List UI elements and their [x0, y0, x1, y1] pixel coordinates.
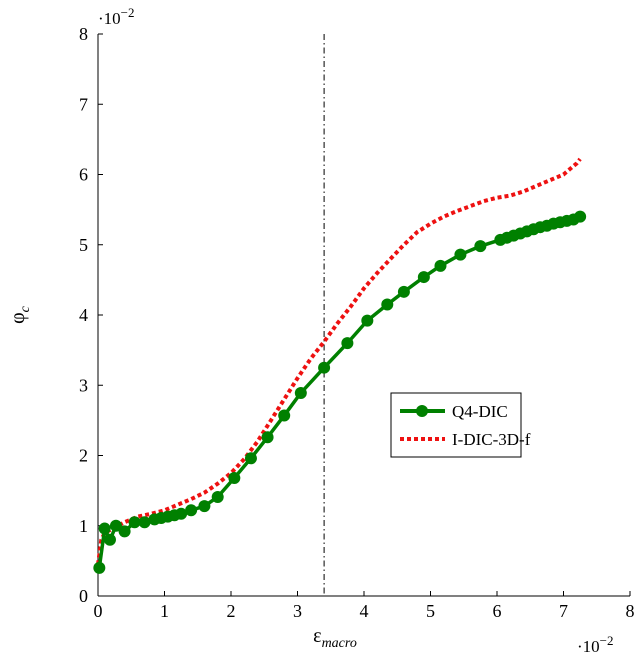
data-point-q4-dic: [574, 210, 587, 223]
data-point-q4-dic: [211, 490, 224, 503]
series-line-i-dic-3d-f: [96, 157, 582, 565]
data-point-q4-dic: [381, 298, 394, 311]
data-point-q4-dic: [118, 525, 131, 538]
data-point-q4-dic: [244, 452, 257, 465]
ticks: 0 1 2 3 4 5 6 7 8 0 1 2 3 4 5 6 7 8: [79, 24, 635, 621]
data-point-q4-dic: [261, 431, 274, 444]
y-tick-label: 4: [79, 305, 88, 325]
data-point-q4-dic: [175, 507, 188, 520]
x-tick-label: 6: [493, 601, 502, 621]
y-tick-label: 1: [79, 516, 88, 536]
x-tick-label: 0: [94, 601, 103, 621]
data-point-q4-dic: [228, 471, 241, 484]
data-point-q4-dic: [361, 314, 374, 327]
y-tick-label: 5: [79, 235, 88, 255]
data-point-q4-dic: [278, 409, 291, 422]
x-scale-label: ·10−2: [577, 633, 614, 656]
data-point-q4-dic: [318, 361, 331, 374]
data-point-q4-dic: [397, 285, 410, 298]
data-point-q4-dic: [109, 519, 122, 532]
data-point-q4-dic: [198, 500, 211, 513]
data-point-q4-dic: [454, 248, 467, 261]
y-scale-label: ·10−2: [98, 5, 135, 28]
data-point-q4-dic: [341, 337, 354, 350]
series-layer: [93, 157, 587, 574]
data-point-q4-dic: [294, 386, 307, 399]
x-tick-label: 8: [626, 601, 635, 621]
y-tick-label: 2: [79, 446, 88, 466]
x-axis-label: εmacro: [313, 625, 357, 651]
x-tick-label: 1: [160, 601, 169, 621]
x-tick-label: 2: [227, 601, 236, 621]
x-tick-label: 4: [360, 601, 369, 621]
x-tick-label: 7: [559, 601, 568, 621]
legend-label-i-dic-3d-f: I-DIC-3D-f: [452, 430, 531, 449]
data-point-q4-dic: [138, 516, 151, 529]
legend-marker-q4-dic: [416, 405, 428, 417]
y-tick-label: 0: [79, 586, 88, 606]
data-point-q4-dic: [98, 522, 111, 535]
y-tick-label: 6: [79, 165, 88, 185]
x-tick-label: 5: [426, 601, 435, 621]
data-point-q4-dic: [128, 516, 141, 529]
legend: Q4-DIC I-DIC-3D-f: [390, 392, 531, 458]
x-tick-label: 3: [293, 601, 302, 621]
y-tick-label: 7: [79, 94, 88, 114]
legend-box: [390, 392, 522, 458]
data-point-q4-dic: [474, 240, 487, 253]
data-point-q4-dic: [185, 504, 198, 517]
legend-label-q4-dic: Q4-DIC: [452, 402, 508, 421]
y-tick-label: 8: [79, 24, 88, 44]
data-point-q4-dic: [93, 561, 106, 574]
data-point-q4-dic: [417, 271, 430, 284]
y-tick-label: 3: [79, 375, 88, 395]
data-point-q4-dic: [434, 259, 447, 272]
data-point-q4-dic: [103, 533, 116, 546]
y-axis-label: φc: [7, 305, 33, 324]
